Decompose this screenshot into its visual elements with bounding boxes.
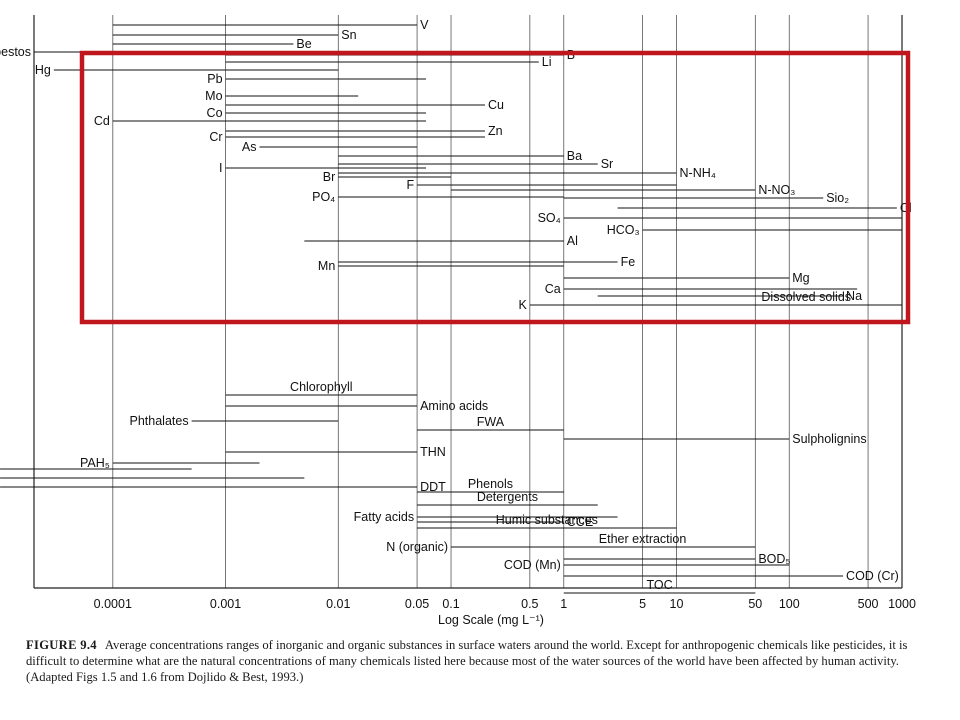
label-chlorophyll: Chlorophyll <box>290 380 353 394</box>
label-sn: Sn <box>341 28 356 42</box>
label-toc: TOC <box>646 578 672 592</box>
highlight-box <box>79 50 911 325</box>
label-br: Br <box>323 170 336 184</box>
x-tick-label: 0.0001 <box>94 597 132 611</box>
label-pah: PAH₅ <box>80 456 110 470</box>
x-tick-label: 500 <box>858 597 879 611</box>
label-mn: Mn <box>318 259 335 273</box>
label-v: V <box>420 18 429 32</box>
label-cce: CCE <box>567 515 593 529</box>
x-tick-label: 100 <box>779 597 800 611</box>
label-f: F <box>406 178 414 192</box>
label-cod-cr: COD (Cr) <box>846 569 899 583</box>
figure-caption: FIGURE 9.4 Average concentrations ranges … <box>26 637 931 685</box>
label-k: K <box>518 298 527 312</box>
label-fe: Fe <box>621 255 636 269</box>
x-tick-label: 1000 <box>888 597 916 611</box>
label-li: Li <box>542 55 552 69</box>
label-as: As <box>242 140 257 154</box>
label-ether-extraction: Ether extraction <box>599 532 687 546</box>
label-detergents: Detergents <box>477 490 538 504</box>
label-sr: Sr <box>601 157 614 171</box>
label-so: SO₄ <box>538 211 561 225</box>
label-cr: Cr <box>209 130 222 144</box>
label-cu: Cu <box>488 98 504 112</box>
x-tick-label: 0.01 <box>326 597 350 611</box>
x-tick-label: 0.001 <box>210 597 241 611</box>
label-po: PO₄ <box>312 190 335 204</box>
x-axis-label: Log Scale (mg L⁻¹) <box>438 613 544 627</box>
caption-text: Average concentrations ranges of inorgan… <box>26 638 908 684</box>
label-ddt: DDT <box>420 480 446 494</box>
x-tick-label: 0.5 <box>521 597 538 611</box>
range-bars <box>0 24 902 594</box>
label-ba: Ba <box>567 149 582 163</box>
label-hco: HCO₃ <box>607 223 640 237</box>
label-n-nh: N-NH₄ <box>680 166 716 180</box>
label-fatty-acids: Fatty acids <box>354 510 414 524</box>
label-humic-substances: Humic substances <box>496 513 598 527</box>
label-pb: Pb <box>207 72 222 86</box>
label-n-no: N-NO₃ <box>758 183 795 197</box>
label-cod-mn: COD (Mn) <box>504 558 561 572</box>
label-mo: Mo <box>205 89 222 103</box>
label-dissolved-solids: Dissolved solids <box>761 290 851 304</box>
label-ca: Ca <box>545 282 561 296</box>
label-hg: Hg <box>35 63 51 77</box>
label-co: Co <box>207 106 223 120</box>
label-zn: Zn <box>488 124 503 138</box>
label-na: Na <box>846 289 862 303</box>
x-tick-label: 1 <box>560 597 567 611</box>
x-tick-label: 0.1 <box>442 597 459 611</box>
x-tick-label: 50 <box>748 597 762 611</box>
label-i: I <box>219 161 222 175</box>
label-cl: Cl <box>900 201 912 215</box>
substance-labels: VSnBeAsbestosBLiHgPbMoCuCoCdZnCrAsBaSrIN… <box>0 18 912 592</box>
label-n-organic: N (organic) <box>386 540 448 554</box>
label-al: Al <box>567 234 578 248</box>
label-thn: THN <box>420 445 446 459</box>
label-be: Be <box>296 37 311 51</box>
label-sulpholignins: Sulpholignins <box>792 432 866 446</box>
label-fwa: FWA <box>477 415 505 429</box>
label-sio: Sio₂ <box>826 191 849 205</box>
label-amino-acids: Amino acids <box>420 399 488 413</box>
x-tick-labels: 0.0001 0.001 0.01 0.05 0.1 0.5 1 5 10 50 100 500 100… <box>94 597 916 611</box>
label-phenols: Phenols <box>468 477 513 491</box>
x-tick-label: 10 <box>670 597 684 611</box>
axis-frame <box>33 15 903 589</box>
label-phthalates: Phthalates <box>130 414 189 428</box>
figure-number: FIGURE 9.4 <box>26 638 97 652</box>
x-tick-label: 0.05 <box>405 597 429 611</box>
label-cd: Cd <box>94 114 110 128</box>
label-mg: Mg <box>792 271 809 285</box>
label-asbestos: Asbestos <box>0 45 31 59</box>
x-tick-label: 5 <box>639 597 646 611</box>
label-bod: BOD₅ <box>758 552 790 566</box>
